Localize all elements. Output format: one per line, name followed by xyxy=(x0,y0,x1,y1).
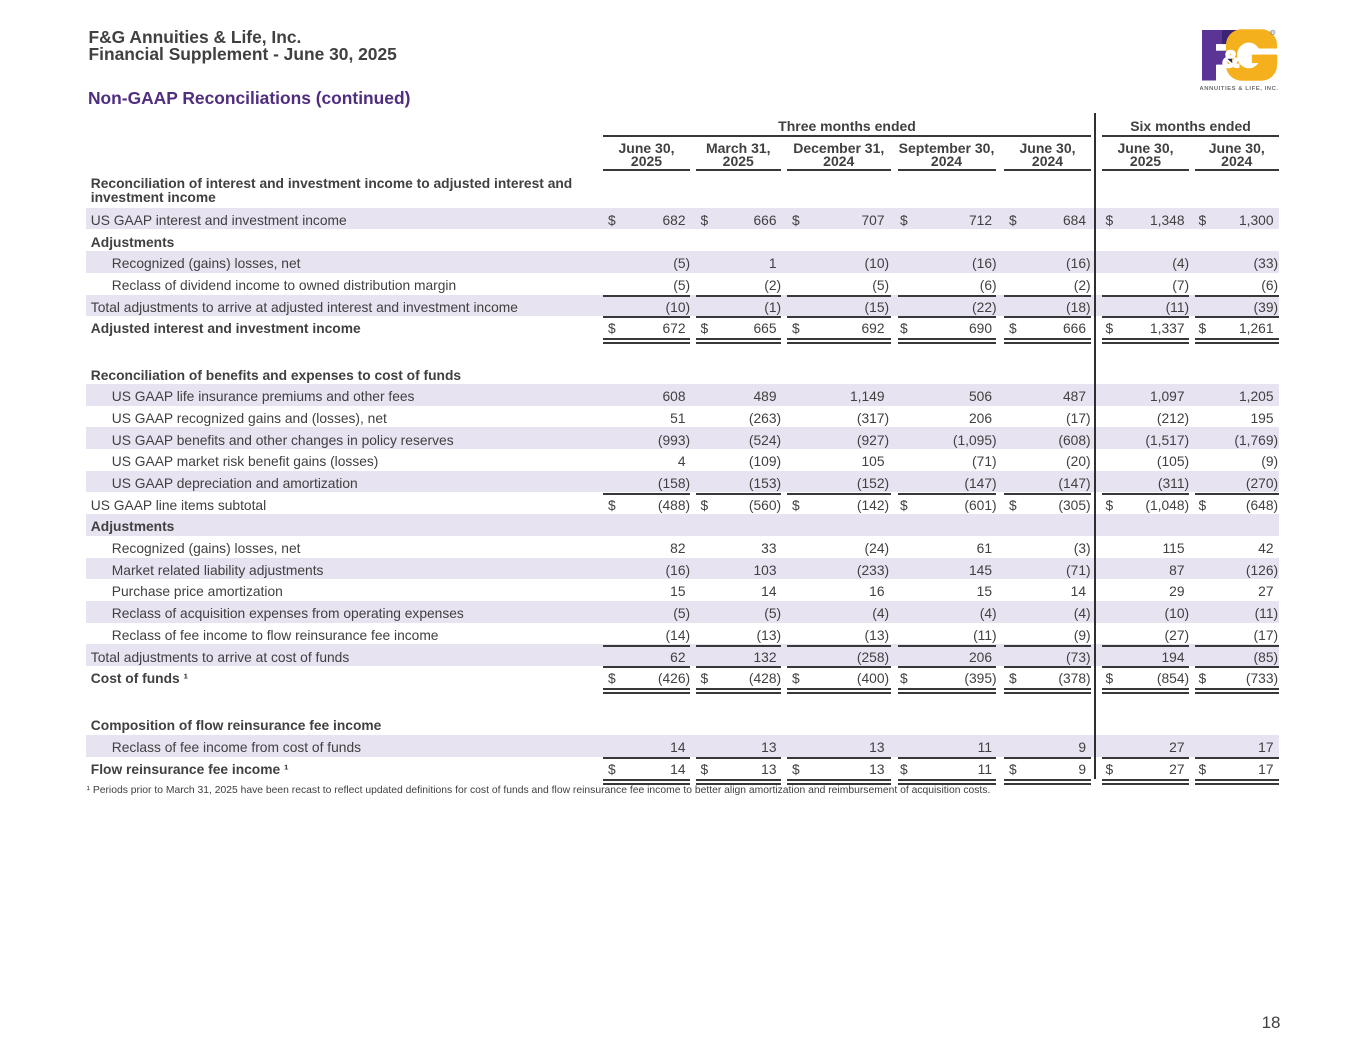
svg-text:R: R xyxy=(1271,30,1274,35)
svg-text:ANNUITIES & LIFE, INC.: ANNUITIES & LIFE, INC. xyxy=(1200,86,1279,92)
